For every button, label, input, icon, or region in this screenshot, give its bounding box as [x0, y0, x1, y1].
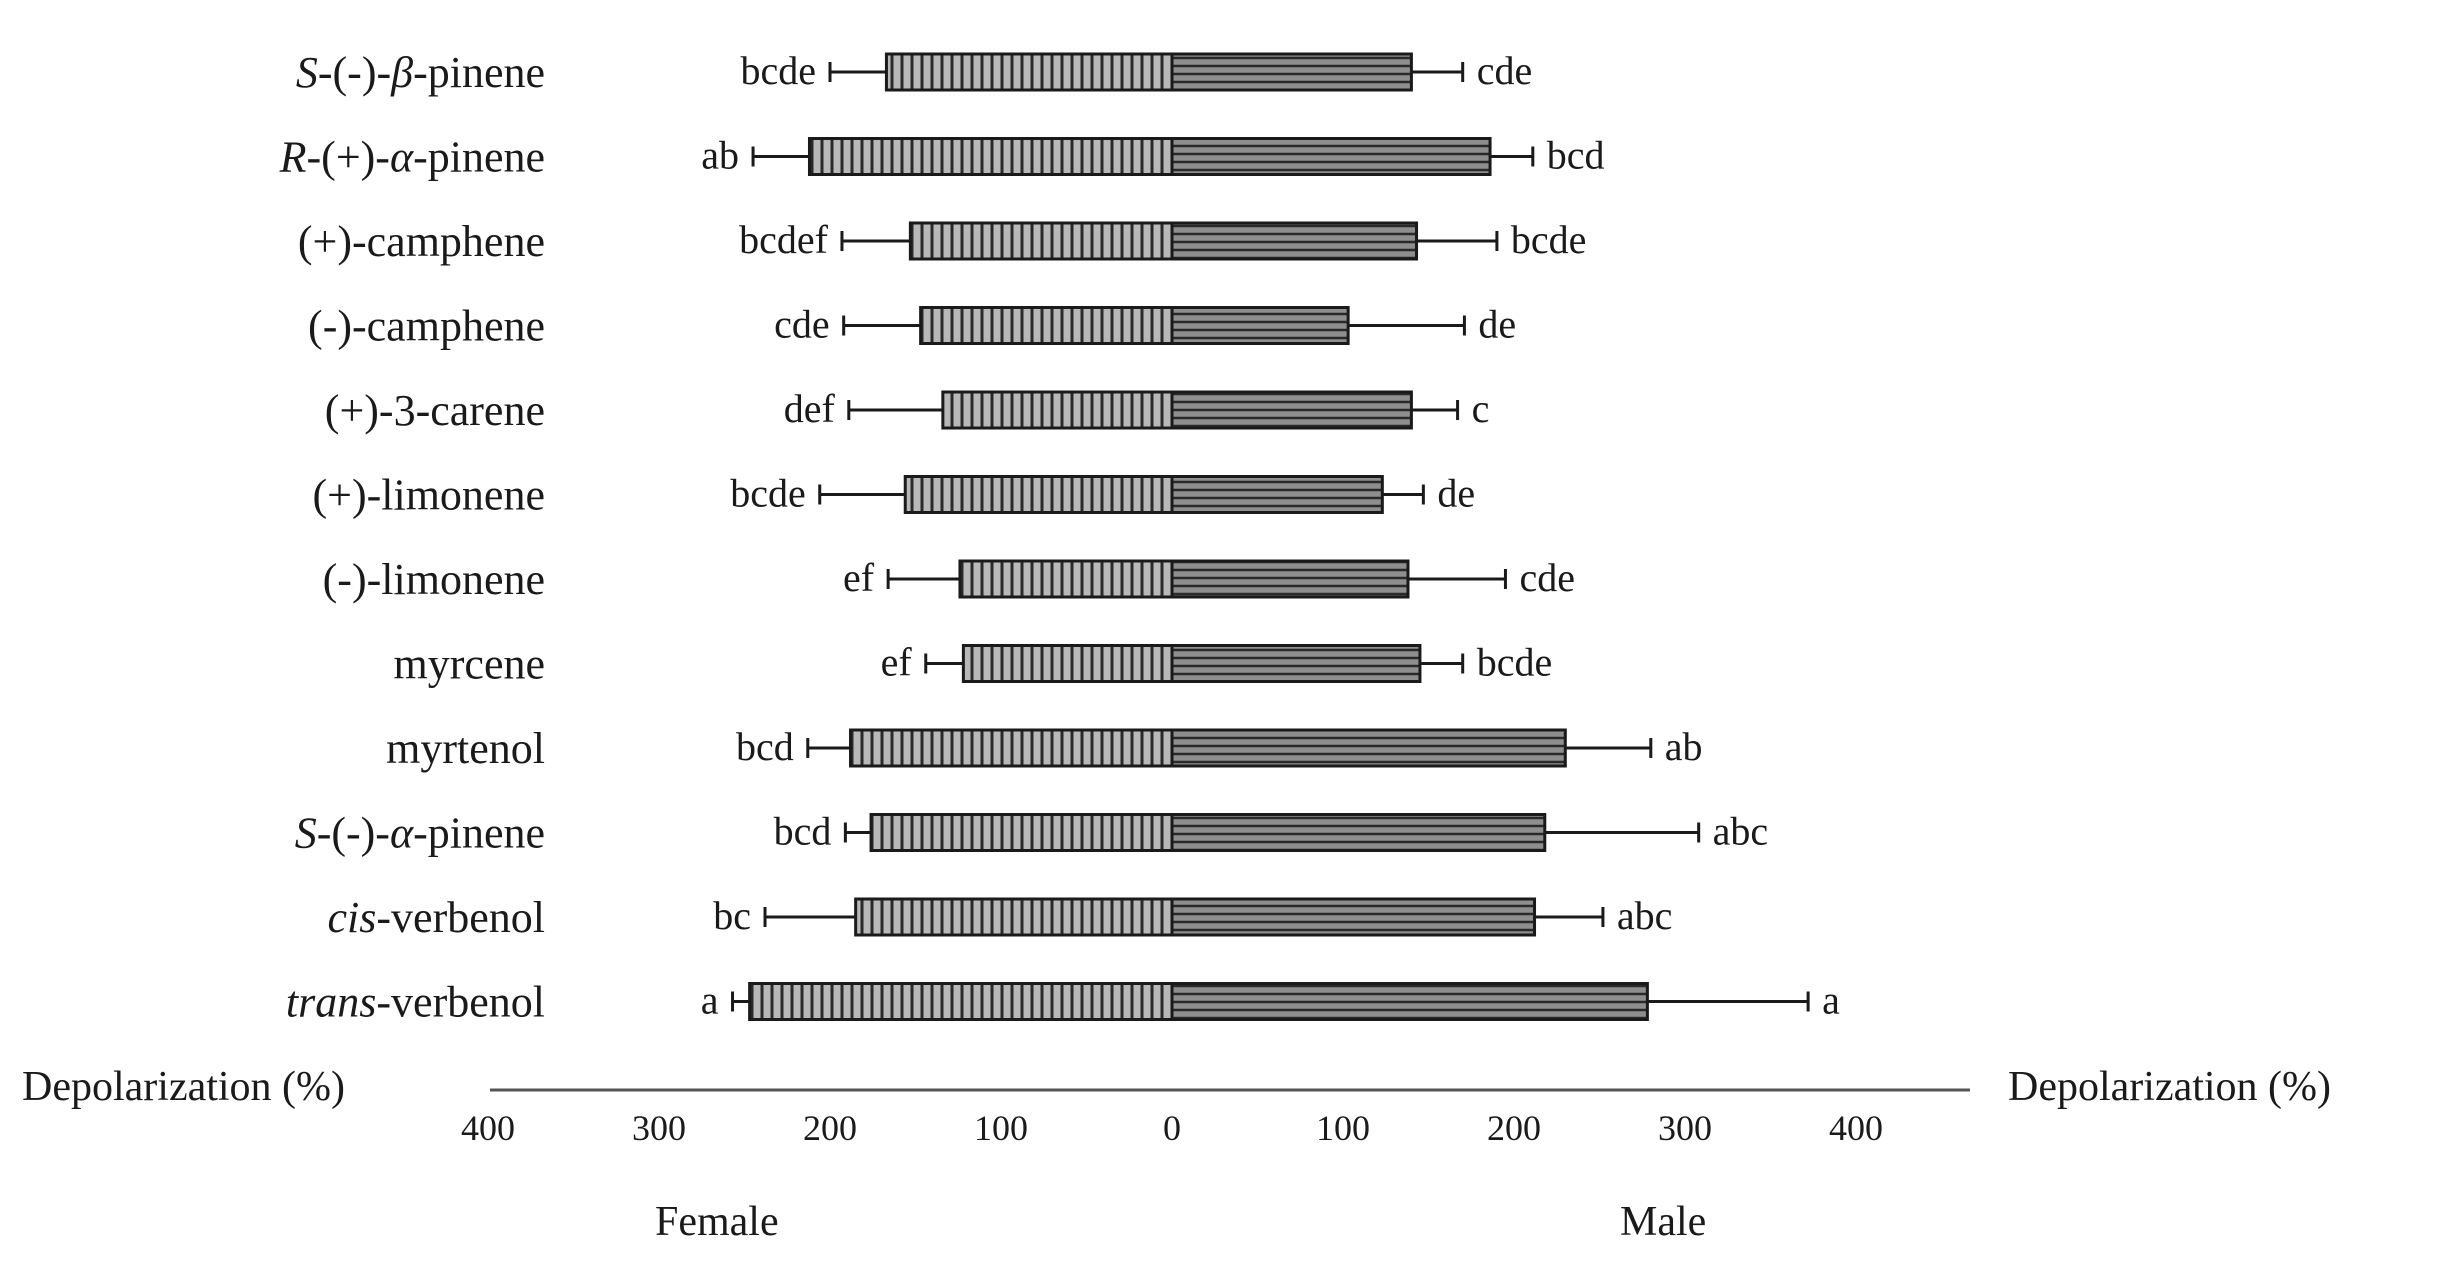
x-tick-label: 400 — [461, 1108, 515, 1148]
x-tick-label: 100 — [1316, 1108, 1370, 1148]
significance-label-female: bcde — [740, 48, 816, 93]
bar-female — [908, 221, 1174, 261]
bar-female — [807, 137, 1174, 176]
significance-label-male: cde — [1477, 48, 1533, 93]
category-label: myrcene — [394, 640, 545, 689]
x-tick-label: 100 — [974, 1108, 1028, 1148]
category-label: R-(+)-α-pinene — [279, 133, 545, 182]
significance-label-female: ef — [843, 555, 875, 600]
bar-male — [1170, 813, 1547, 852]
category-label: trans-verbenol — [286, 978, 545, 1027]
axis-layer: 400 300 200 100 0 100 200 300 400 — [461, 1088, 1970, 1148]
bar-female — [958, 559, 1174, 599]
bar-male — [1170, 728, 1567, 768]
bar-male — [1170, 897, 1537, 937]
significance-label-male: ab — [1665, 724, 1703, 769]
category-label: myrtenol — [386, 724, 545, 773]
x-tick-label: 400 — [1829, 1108, 1883, 1148]
bar-male — [1170, 390, 1413, 430]
side-label-male: Male — [1620, 1199, 1706, 1245]
bar-male — [1170, 52, 1413, 92]
bar-female — [854, 897, 1174, 937]
bar-female — [961, 644, 1174, 683]
category-label: (-)-camphene — [308, 302, 545, 351]
significance-label-female: ab — [701, 133, 739, 178]
significance-label-male: abc — [1713, 809, 1769, 854]
bar-male — [1170, 306, 1350, 345]
significance-label-male: abc — [1617, 893, 1673, 938]
significance-label-male: bcd — [1547, 133, 1605, 178]
category-label: (-)-limonene — [323, 555, 545, 604]
bar-female — [849, 728, 1174, 768]
bars-layer — [748, 52, 1649, 1021]
bar-female — [903, 475, 1174, 514]
category-label: (+)-3-carene — [325, 386, 545, 435]
significance-label-female: ef — [881, 640, 913, 685]
x-tick-label: 200 — [803, 1108, 857, 1148]
x-tick-label: 0 — [1163, 1108, 1181, 1148]
category-label: cis-verbenol — [328, 893, 545, 942]
significance-label-male: c — [1472, 386, 1490, 431]
significance-label-male: a — [1822, 978, 1840, 1023]
bar-female — [919, 306, 1174, 345]
category-label: S-(-)-β-pinene — [296, 48, 545, 97]
bar-male — [1170, 137, 1492, 176]
category-label: (+)-limonene — [312, 471, 545, 520]
x-tick-label: 300 — [1658, 1108, 1712, 1148]
x-axis-title-right: Depolarization (%) — [2008, 1064, 2331, 1110]
bar-male — [1170, 475, 1384, 514]
significance-label-female: bcde — [730, 471, 806, 516]
bar-male — [1170, 644, 1422, 683]
significance-label-female: bcd — [736, 724, 794, 769]
x-axis-title-left: Depolarization (%) — [22, 1064, 345, 1110]
bar-male — [1170, 559, 1410, 599]
significance-label-female: bc — [713, 893, 751, 938]
significance-label-male: bcde — [1477, 640, 1553, 685]
significance-label-female: cde — [774, 302, 830, 347]
category-label: (+)-camphene — [298, 217, 545, 266]
significance-label-female: bcd — [774, 809, 832, 854]
bar-male — [1170, 221, 1419, 261]
x-tick-label: 200 — [1487, 1108, 1541, 1148]
significance-label-male: bcde — [1511, 217, 1587, 262]
significance-label-female: def — [784, 386, 836, 431]
significance-label-female: a — [701, 978, 719, 1023]
significance-label-male: de — [1437, 471, 1475, 516]
significance-label-male: de — [1478, 302, 1516, 347]
significance-label-male: cde — [1519, 555, 1575, 600]
error-bars-layer — [731, 62, 1810, 1012]
bar-female — [748, 982, 1174, 1021]
bar-female — [884, 52, 1174, 92]
bar-female — [869, 813, 1174, 852]
x-tick-label: 300 — [632, 1108, 686, 1148]
bar-female — [941, 390, 1174, 430]
category-label: S-(-)-α-pinene — [295, 809, 545, 858]
bar-male — [1170, 982, 1649, 1021]
significance-label-female: bcdef — [739, 217, 829, 262]
side-label-female: Female — [655, 1199, 779, 1245]
